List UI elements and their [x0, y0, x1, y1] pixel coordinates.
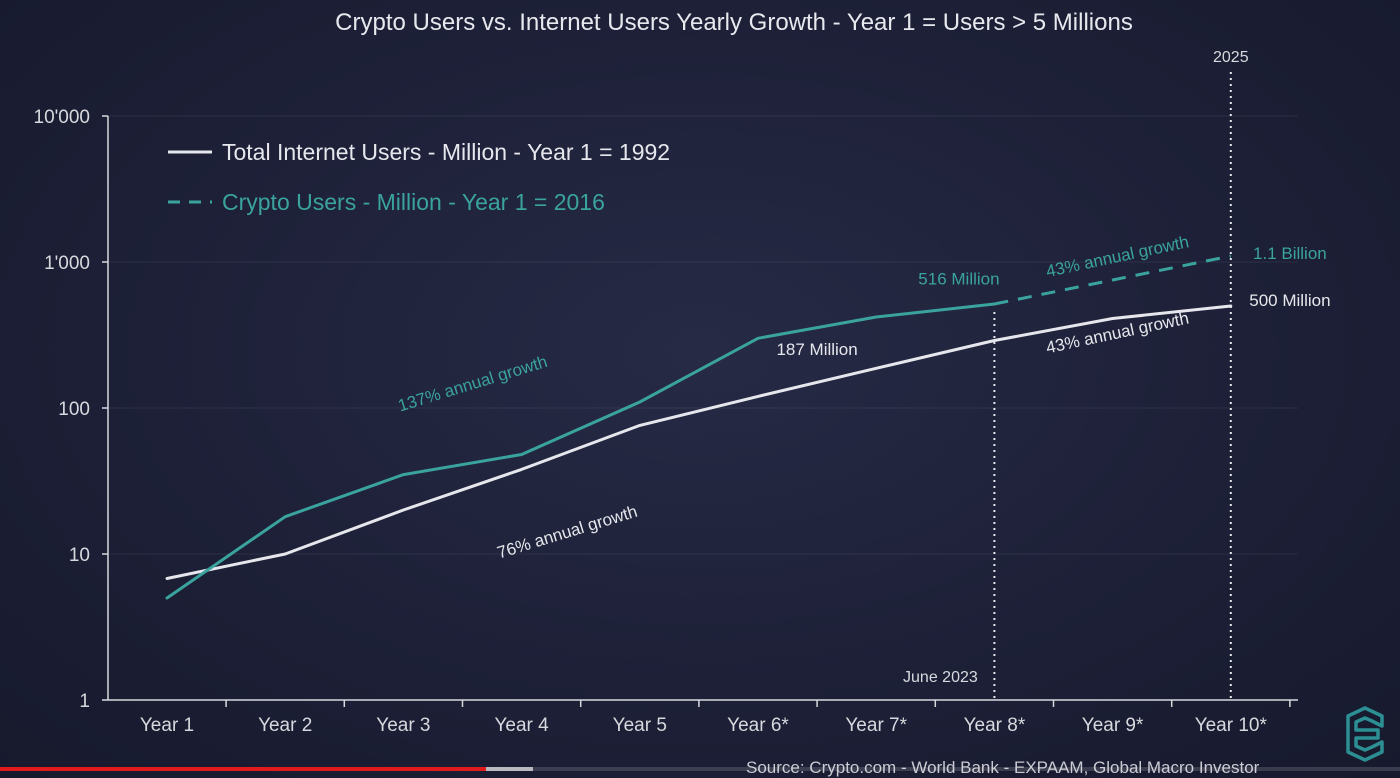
- x-tick-label: Year 10*: [1195, 715, 1268, 736]
- annotation-label: 76% annual growth: [495, 502, 640, 563]
- vertical-marker-label: June 2023: [903, 669, 978, 686]
- x-tick-label: Year 2: [258, 715, 312, 736]
- y-tick-label: 1: [79, 691, 90, 712]
- x-tick-label: Year 4: [494, 715, 549, 736]
- x-tick-label: Year 3: [376, 715, 430, 736]
- x-tick-label: Year 9*: [1082, 715, 1144, 736]
- vertical-marker-label: 2025: [1213, 49, 1249, 66]
- y-tick-label: 100: [58, 399, 90, 420]
- channel-logo-icon: [1342, 706, 1388, 762]
- video-buffered-bar: [485, 767, 534, 771]
- annotation-label: 516 Million: [918, 270, 999, 289]
- y-tick-label: 10: [69, 545, 90, 566]
- annotation-label: 500 Million: [1249, 291, 1330, 310]
- legend-label: Total Internet Users - Million - Year 1 …: [222, 139, 670, 165]
- x-tick-label: Year 7*: [845, 715, 907, 736]
- series-line-1: [165, 302, 996, 600]
- series-line-0: [165, 304, 1233, 580]
- x-tick-label: Year 5: [613, 715, 667, 736]
- x-tick-label: Year 6*: [727, 715, 789, 736]
- y-tick-label: 10'000: [34, 107, 90, 128]
- source-text: Source: Crypto.com - World Bank - EXPAAM…: [746, 758, 1260, 777]
- annotation-label: 187 Million: [776, 340, 857, 359]
- video-progress-bar[interactable]: [0, 767, 1400, 771]
- annotation-label: 1.1 Billion: [1253, 244, 1327, 263]
- annotation-label: 43% annual growth: [1044, 232, 1190, 281]
- chart-title: Crypto Users vs. Internet Users Yearly G…: [335, 9, 1133, 36]
- legend-label: Crypto Users - Million - Year 1 = 2016: [222, 189, 605, 215]
- x-tick-label: Year 8*: [964, 715, 1026, 736]
- video-played-bar: [0, 767, 486, 771]
- series-line-2: [994, 254, 1232, 306]
- x-tick-label: Year 1: [140, 715, 194, 736]
- annotation-label: 137% annual growth: [396, 352, 550, 415]
- annotation-label: 43% annual growth: [1044, 309, 1190, 358]
- y-tick-label: 1'000: [44, 253, 90, 274]
